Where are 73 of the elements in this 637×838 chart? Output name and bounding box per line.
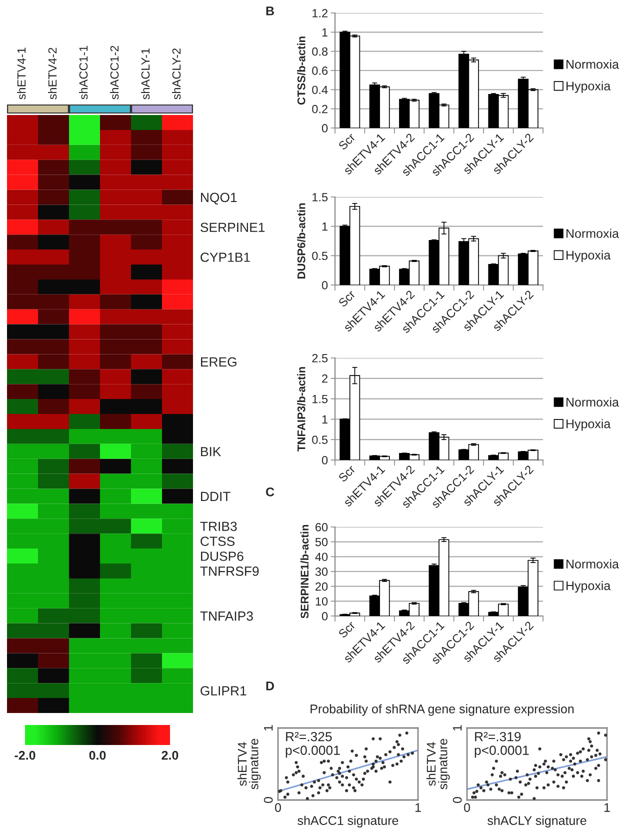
y-tick-label: TNFRSF9 (200, 566, 259, 576)
y-axis-title: CTSS/b-actin (297, 36, 306, 105)
x-tick-label: shACLY-2 (172, 48, 181, 100)
x-tick-label: shETV4-1 (17, 48, 26, 100)
y-tick-label: EREG (201, 357, 236, 367)
x-tick-label: 1 (415, 803, 421, 812)
y-tick-label: 0.5 (312, 252, 328, 260)
y-tick-label: 1 (322, 28, 328, 36)
x-tick-label: shETV4-2 (48, 48, 57, 100)
x-tick-label: shACLY-1 (140, 48, 150, 100)
y-tick-label: BIK (201, 447, 222, 456)
x-tick-label: 0 (464, 803, 470, 812)
color-bar-label: 2.0 (162, 750, 178, 760)
y-axis-title: DUSP6/b-actin (297, 203, 306, 279)
y-tick-label: DUSP6 (201, 552, 244, 561)
y-axis-title: TNFAIP3/b-actin (297, 367, 306, 452)
legend-label: Hypoxia (566, 81, 611, 93)
legend-label: Hypoxia (566, 580, 611, 593)
annotation: R²=.319 (475, 732, 521, 742)
y-tick-label: 0 (322, 456, 328, 464)
annotation: p<0.0001 (286, 746, 340, 758)
y-tick-label: DDIT (201, 492, 230, 502)
y-tick-label: 0 (322, 281, 328, 290)
x-tick-label: 1 (604, 803, 610, 812)
y-tick-label: TRIB3 (200, 522, 237, 532)
color-bar-label: -2.0 (14, 750, 36, 760)
y-tick-label: 20 (316, 582, 328, 591)
y-axis-title: SERPINE1/b-actin (300, 524, 309, 618)
y-tick-label: 50 (315, 538, 328, 546)
y-tick-label: 0 (322, 612, 328, 620)
y-axis-title: shETV4 signature (237, 738, 261, 790)
legend-label: Normoxia (566, 397, 619, 407)
y-tick-label: 60 (316, 523, 328, 532)
y-tick-label: 1.5 (312, 394, 328, 404)
y-tick-label: TNFAIP3 (200, 611, 253, 621)
y-tick-label: 1.2 (312, 9, 328, 18)
y-tick-label: 0.2 (312, 104, 328, 114)
y-tick-label: CYP1B1 (200, 252, 250, 262)
y-axis-title: shETV4 signature (426, 738, 450, 790)
y-tick-label: 1.5 (312, 193, 328, 202)
y-tick-label: 0.8 (312, 47, 328, 56)
y-tick-label: SERPINE1 (200, 222, 265, 232)
y-tick-label: 0.5 (312, 436, 328, 444)
y-tick-label: 10 (316, 597, 328, 606)
y-tick-label: 0.4 (312, 86, 328, 94)
y-tick-label: CTSS (200, 536, 235, 546)
legend-label: Hypoxia (566, 250, 611, 262)
chart-title: C (266, 488, 274, 496)
y-tick-label: 0.6 (312, 66, 328, 75)
chart-title: D (266, 682, 274, 690)
chart-subtitle: Probability of shRNA gene signature expression (310, 704, 574, 716)
annotation: R²=.325 (286, 732, 332, 742)
y-tick-label: GLIPR1 (200, 686, 246, 696)
y-tick-label: 2 (322, 374, 328, 383)
color-bar-label: 0.0 (89, 750, 106, 760)
annotation: p<0.0001 (474, 746, 529, 758)
x-tick-label: 0 (275, 803, 281, 812)
legend-label: Normoxia (566, 228, 619, 238)
y-tick-label: 40 (315, 552, 328, 562)
y-tick-label: NQO1 (201, 192, 237, 204)
x-axis-title: shACC1 signature (298, 816, 398, 828)
x-tick-label: shACC1-1 (79, 46, 88, 100)
legend-label: Normoxia (566, 60, 619, 69)
x-tick-label: shACC1-2 (110, 46, 119, 100)
y-tick-label: 2.5 (312, 354, 328, 362)
y-tick-label: 1 (322, 415, 328, 424)
y-tick-label: 30 (315, 568, 328, 576)
x-axis-title: shACLY signature (488, 816, 586, 828)
chart-title: B (266, 6, 274, 16)
y-tick-label: 0 (322, 124, 328, 132)
legend-label: Hypoxia (566, 419, 611, 431)
y-tick-label: 1 (322, 222, 328, 231)
legend-label: Normoxia (566, 559, 619, 568)
